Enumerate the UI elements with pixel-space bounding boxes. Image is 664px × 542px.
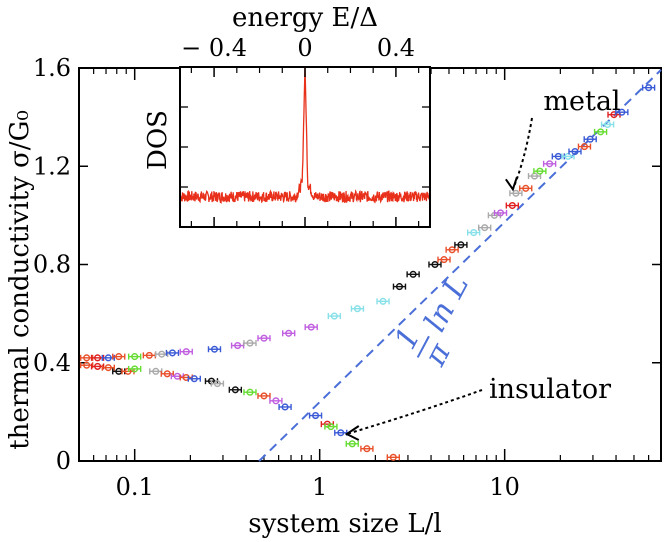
- metal-point: [210, 345, 219, 353]
- metal-point: [409, 270, 417, 278]
- metal-point: [457, 241, 465, 249]
- x-tick-label: 0.1: [116, 473, 154, 501]
- metal-point: [94, 354, 102, 362]
- inset-frame: [179, 66, 431, 228]
- metal-point: [604, 120, 612, 129]
- metal-point: [554, 152, 562, 160]
- insulator-point: [246, 388, 254, 396]
- metal-point: [522, 184, 530, 192]
- insulator-point: [152, 367, 160, 375]
- metal-point: [353, 305, 361, 313]
- insulator-point: [327, 423, 335, 431]
- metal-point: [285, 329, 293, 337]
- insulator-point: [83, 361, 91, 369]
- fit-line-label: 1 π ln L: [388, 270, 476, 373]
- fit-line-group: [258, 69, 662, 462]
- y-tick-label: 0: [56, 447, 71, 475]
- metal-point: [330, 312, 338, 320]
- x-axis-label: system size L/l: [248, 509, 441, 539]
- insulator-point: [213, 380, 221, 388]
- metal-point: [496, 209, 505, 217]
- metal-arrowhead: [505, 176, 518, 192]
- metal-point: [508, 202, 516, 210]
- x-tick-label: 10: [489, 473, 520, 501]
- metal-point: [536, 167, 544, 175]
- metal-point: [431, 260, 439, 269]
- metal-point: [131, 353, 139, 361]
- metal-point: [546, 160, 554, 168]
- metal-point: [645, 84, 653, 92]
- insulator-point: [348, 440, 356, 448]
- y-axis-label: thermal conductivity σ/G₀: [5, 110, 35, 450]
- fit-label-tail: ln L: [418, 270, 476, 338]
- insulator-point: [163, 370, 171, 378]
- y-tick-label: 0.4: [33, 349, 71, 377]
- metal-annotation: metal: [543, 86, 620, 117]
- insulator-point: [337, 429, 345, 437]
- metal-point: [83, 354, 91, 362]
- inset-y-label: DOS: [143, 110, 173, 170]
- metal-point: [481, 224, 489, 232]
- metal-point: [145, 351, 153, 359]
- inset-x-tick-label: − 0.4: [181, 34, 247, 62]
- insulator-point: [104, 364, 112, 372]
- metal-point: [307, 323, 315, 331]
- metal-point: [168, 349, 176, 357]
- metal-point: [597, 128, 605, 136]
- insulator-point: [94, 362, 102, 370]
- insulator-point: [389, 453, 397, 461]
- metal-point: [618, 108, 626, 116]
- insulator-point: [281, 403, 289, 411]
- annotation-arrows: [344, 117, 533, 441]
- metal-point: [586, 135, 594, 143]
- metal-point: [580, 143, 589, 151]
- y-tick-label: 1.6: [33, 54, 71, 82]
- fit-label-fraction-bar: [416, 335, 430, 358]
- insulator-point: [272, 397, 280, 405]
- y-tick-label: 1.2: [33, 152, 71, 180]
- metal-point: [158, 350, 166, 358]
- metal-point: [448, 246, 456, 254]
- metal-point: [564, 152, 572, 160]
- metal-point: [246, 339, 254, 347]
- inset-x-tick-label: 0.4: [377, 34, 415, 62]
- insulator-point: [312, 412, 320, 420]
- insulator-arrowhead: [344, 425, 360, 441]
- insulator-arrow: [346, 389, 483, 435]
- inset-x-tick-label: 0: [297, 34, 312, 62]
- metal-point: [379, 297, 387, 305]
- insulator-point: [231, 386, 239, 394]
- metal-point: [512, 189, 520, 197]
- insulator-point: [131, 365, 139, 373]
- main-ticks: 0 0.4 0.8 1.2 1.6 0.1 1 10: [33, 54, 661, 501]
- metal-point: [395, 283, 404, 291]
- metal-point: [610, 111, 618, 119]
- metal-point: [104, 354, 112, 362]
- fit-line: [258, 69, 662, 462]
- insulator-point: [190, 375, 198, 383]
- metal-point: [470, 229, 478, 237]
- metal-point: [571, 147, 579, 156]
- inset-x-title: energy E/Δ: [232, 3, 378, 33]
- insulator-annotation: insulator: [489, 374, 611, 405]
- insulator-point: [260, 392, 268, 400]
- data-points: [79, 84, 656, 461]
- x-tick-label: 1: [312, 473, 327, 501]
- insulator-point: [363, 445, 371, 453]
- y-tick-label: 0.8: [33, 251, 71, 279]
- metal-point: [440, 256, 448, 264]
- metal-point: [115, 353, 123, 361]
- metal-point: [182, 348, 190, 356]
- insulator-point: [182, 373, 190, 382]
- metal-point: [260, 334, 268, 342]
- metal-point: [234, 342, 242, 350]
